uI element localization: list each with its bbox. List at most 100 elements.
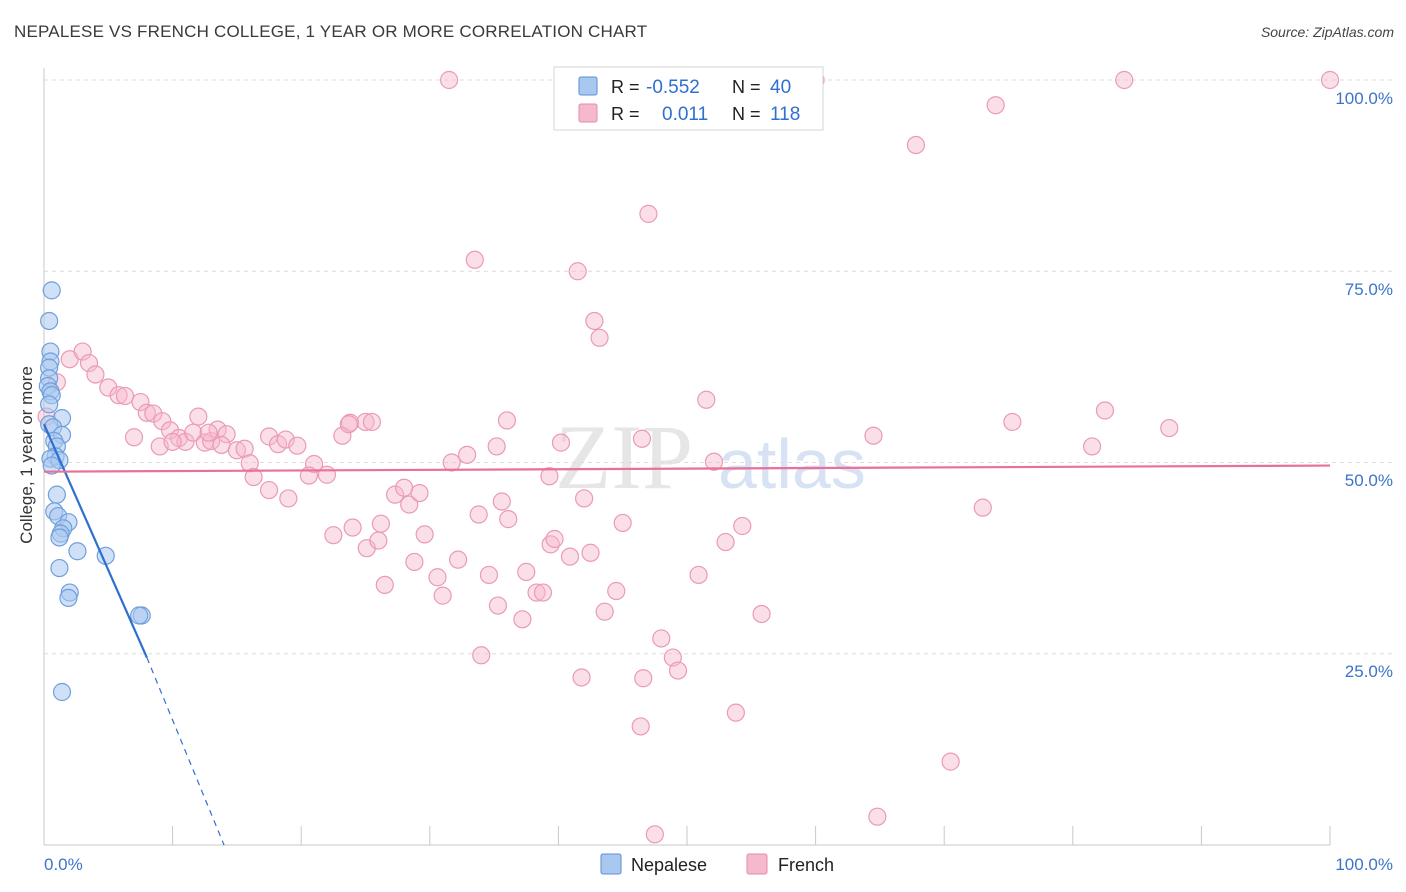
french-point-68 (492, 492, 511, 511)
french-point-106 (906, 135, 926, 155)
french-point-4 (79, 353, 99, 373)
french-point-15 (176, 432, 195, 451)
french-point-9 (131, 392, 150, 412)
french-point-21 (217, 425, 236, 444)
french-point-67 (488, 596, 508, 615)
french-point-93 (652, 629, 671, 648)
french-point-46 (343, 518, 362, 537)
bottom-legend-french: French (778, 855, 834, 875)
french-point-41 (259, 480, 279, 500)
french-point-80 (568, 262, 587, 281)
french-point-36 (199, 423, 218, 442)
french-point-61 (457, 445, 477, 464)
legend-r-value-nepalese: -0.552 (646, 77, 700, 98)
french-point-48 (369, 531, 388, 550)
legend-r-label-nepalese: R = (611, 77, 640, 97)
french-trend-line (43, 464, 1331, 473)
french-point-101 (733, 516, 752, 536)
french-point-71 (513, 610, 532, 629)
french-point-95 (668, 661, 688, 680)
bottom-legend-swatch-french (746, 853, 768, 875)
french-point-8 (115, 386, 135, 406)
french-point-59 (442, 453, 461, 472)
french-point-115 (1320, 70, 1340, 90)
x-tick-label-min: 0.0% (44, 855, 83, 874)
nepalese-point-20 (47, 485, 66, 504)
french-point-5 (86, 365, 105, 384)
watermark-atlas: atlas (718, 425, 866, 503)
french-point-84 (585, 311, 604, 331)
bottom-legend-nepalese: Nepalese (631, 855, 707, 875)
french-point-72 (517, 562, 536, 581)
chart-title: NEPALESE VS FRENCH COLLEGE, 1 YEAR OR MO… (14, 22, 648, 41)
french-point-50 (375, 575, 394, 595)
french-point-27 (276, 430, 295, 449)
french-point-49 (371, 514, 391, 533)
french-point-7 (109, 386, 128, 405)
french-point-110 (1003, 412, 1022, 432)
french-point-97 (697, 390, 716, 409)
nepalese-point-9 (40, 395, 59, 414)
french-point-30 (317, 465, 337, 484)
nepalese-point-1 (40, 311, 59, 331)
french-point-10 (137, 403, 156, 422)
french-point-114 (1160, 418, 1179, 438)
french-point-111 (1082, 437, 1102, 456)
french-point-91 (639, 204, 658, 223)
y-tick-label-100: 100.0% (1335, 89, 1393, 108)
french-point-66 (487, 437, 506, 456)
french-point-70 (497, 411, 517, 430)
french-point-60 (448, 550, 468, 569)
french-point-81 (572, 668, 591, 687)
french-point-17 (189, 407, 208, 426)
legend-box (553, 66, 824, 131)
source-label: Source: ZipAtlas.com (1260, 24, 1394, 40)
french-point-82 (575, 489, 594, 508)
french-point-83 (581, 543, 600, 562)
nepalese-point-34 (52, 682, 72, 702)
french-point-35 (212, 435, 231, 455)
french-point-116 (632, 429, 652, 448)
french-point-79 (560, 547, 580, 566)
french-point-51 (385, 485, 405, 504)
french-point-109 (986, 96, 1005, 115)
french-point-69 (499, 510, 518, 529)
french-point-29 (304, 454, 324, 474)
french-point-113 (1115, 70, 1134, 90)
french-point-96 (689, 565, 708, 585)
y-tick-label-50: 50.0% (1345, 471, 1393, 490)
french-point-28 (288, 436, 307, 455)
french-point-104 (864, 426, 883, 445)
nepalese-point-26 (50, 528, 69, 547)
nepalese-trend-line (42, 423, 148, 659)
legend-r-value-french: 0.011 (662, 104, 708, 125)
french-point-53 (400, 495, 419, 514)
french-point-6 (99, 378, 118, 397)
y-axis-label: College, 1 year or more (17, 366, 36, 544)
french-point-73 (527, 583, 546, 602)
french-point-105 (868, 807, 887, 826)
french-point-55 (410, 484, 429, 503)
french-point-108 (973, 498, 992, 517)
french-point-98 (704, 452, 724, 471)
french-point-86 (595, 602, 614, 621)
french-point-100 (726, 703, 745, 722)
bottom-legend-swatch-nepalese (600, 853, 622, 875)
nepalese-point-33 (130, 606, 149, 625)
legend-n-label-french: N = (732, 104, 761, 124)
french-point-3 (73, 342, 92, 361)
french-point-34 (362, 412, 382, 432)
french-point-85 (590, 328, 609, 347)
french-point-56 (415, 525, 434, 544)
french-point-112 (1095, 401, 1115, 420)
french-point-44 (324, 526, 343, 545)
french-point-37 (124, 428, 144, 447)
series-legend: Nepalese French (600, 853, 834, 875)
french-point-12 (153, 412, 172, 431)
legend-swatch-nepalese (578, 76, 598, 96)
french-point-45 (339, 415, 358, 434)
nepalese-point-29 (50, 558, 69, 578)
nepalese-point-27 (68, 542, 87, 561)
legend-swatch-french (578, 103, 598, 123)
